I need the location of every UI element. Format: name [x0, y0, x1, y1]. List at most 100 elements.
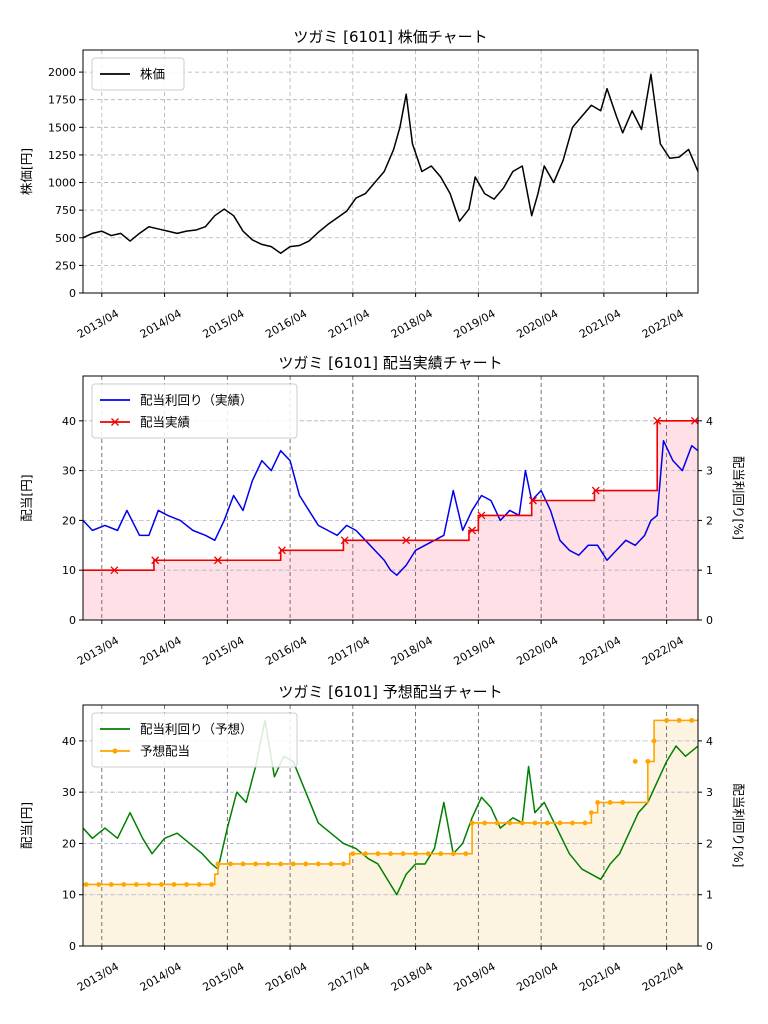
dividend-marker: [450, 851, 456, 857]
dividend-marker: [507, 820, 513, 826]
dividend-marker: [290, 861, 296, 867]
y2-tick-label: 1: [706, 564, 713, 577]
legend-marker: [112, 748, 118, 754]
x-tick-label: 2015/04: [201, 307, 247, 341]
plot-frame: [82, 49, 699, 294]
chart-panel-3: [79, 704, 702, 950]
chart-title: ツガミ [6101] 予想配当チャート: [278, 683, 502, 701]
x-tick-label: 2016/04: [263, 634, 309, 668]
dividend-marker: [582, 820, 588, 826]
dividend-marker: [213, 556, 222, 565]
x-tick-label: 2020/04: [514, 307, 560, 341]
dividend-fill-area: [83, 720, 698, 946]
dividend-marker: [413, 851, 419, 857]
legend-box: [91, 383, 298, 439]
x-tick-label: 2021/04: [577, 960, 623, 994]
dividend-step-line: [83, 420, 698, 572]
plot-frame: [82, 375, 699, 621]
x-tick-label: 2016/04: [263, 307, 309, 341]
dividend-marker: [463, 851, 469, 857]
y-tick-label: 500: [55, 232, 76, 245]
dividend-marker: [159, 882, 164, 887]
y-tick-label: 10: [62, 889, 76, 902]
y2-tick-label: 3: [706, 465, 713, 478]
dividend-marker: [146, 882, 152, 887]
dividend-marker: [350, 851, 356, 857]
dividend-marker: [676, 717, 682, 723]
legend-label: 配当実績: [140, 415, 190, 430]
dividend-marker: [83, 882, 89, 887]
chart-panel-2: [79, 375, 702, 624]
dividend-marker: [341, 861, 346, 867]
x-tick-label: 2016/04: [263, 960, 309, 994]
x-tick-label: 2022/04: [640, 960, 686, 994]
y-tick-label: 1000: [48, 177, 76, 190]
dividend-marker: [468, 526, 477, 535]
x-tick-label: 2020/04: [514, 634, 560, 668]
y-tick-label: 30: [62, 465, 76, 478]
dividend-marker: [171, 882, 177, 887]
y-tick-label: 750: [55, 204, 76, 217]
dividend-marker: [209, 882, 215, 887]
dividend-marker: [278, 861, 284, 867]
dividend-marker: [689, 717, 695, 723]
dividend-marker: [228, 861, 233, 867]
y-tick-label: 0: [69, 614, 76, 627]
x-tick-label: 2017/04: [326, 634, 372, 668]
x-tick-label: 2022/04: [640, 307, 686, 341]
y-tick-label: 40: [62, 735, 76, 748]
x-tick-label: 2018/04: [389, 960, 435, 994]
y-tick-label: 20: [62, 837, 76, 850]
dividend-marker: [402, 536, 411, 545]
y-axis-label: 配当[円]: [19, 802, 34, 849]
legend-label: 株価: [140, 67, 165, 82]
legend-marker: [111, 418, 119, 426]
dividend-marker: [388, 851, 393, 857]
y2-tick-label: 3: [706, 786, 713, 799]
x-tick-label: 2019/04: [452, 307, 498, 341]
x-tick-label: 2017/04: [326, 960, 372, 994]
legend-label: 配当利回り（予想）: [140, 722, 253, 737]
y-tick-label: 250: [55, 259, 76, 272]
dividend-marker: [215, 861, 221, 867]
y-tick-label: 1750: [48, 94, 76, 107]
y-tick-label: 1250: [48, 149, 76, 162]
y-tick-label: 40: [62, 415, 76, 428]
series-line-1: [82, 719, 699, 896]
chart-title: ツガミ [6101] 配当実績チャート: [278, 354, 502, 372]
dividend-marker: [591, 486, 600, 495]
dividend-marker: [438, 851, 444, 857]
dividend-marker: [133, 882, 139, 887]
y-tick-label: 10: [62, 564, 76, 577]
dividend-marker: [184, 882, 189, 887]
dividend-marker: [303, 861, 309, 867]
y2-tick-label: 2: [706, 837, 713, 850]
dividend-marker: [544, 820, 550, 826]
x-tick-label: 2015/04: [201, 960, 247, 994]
x-tick-label: 2014/04: [138, 307, 184, 341]
dividend-marker: [528, 496, 537, 505]
dividend-marker: [664, 717, 670, 723]
dividend-marker: [494, 820, 500, 826]
y2-tick-label: 4: [706, 415, 713, 428]
y-tick-label: 0: [69, 287, 76, 300]
dividend-marker: [570, 820, 575, 826]
dividend-marker: [110, 566, 119, 575]
legend-box: [91, 57, 185, 91]
dividend-marker: [240, 861, 246, 867]
dividend-marker: [557, 820, 563, 826]
dividend-marker: [108, 882, 114, 887]
y-tick-label: 1500: [48, 121, 76, 134]
plot-frame: [82, 704, 699, 947]
dividend-marker: [96, 882, 102, 887]
chart-panel-1: [79, 49, 699, 297]
dividend-step-line: [83, 719, 698, 886]
dividend-marker: [645, 759, 651, 764]
dividend-marker: [632, 759, 638, 764]
y2-tick-label: 4: [706, 735, 713, 748]
dividend-marker: [362, 851, 368, 857]
x-tick-label: 2015/04: [201, 634, 247, 668]
x-tick-label: 2021/04: [577, 307, 623, 341]
legend-label: 配当利回り（実績）: [140, 393, 253, 408]
x-tick-label: 2019/04: [452, 634, 498, 668]
